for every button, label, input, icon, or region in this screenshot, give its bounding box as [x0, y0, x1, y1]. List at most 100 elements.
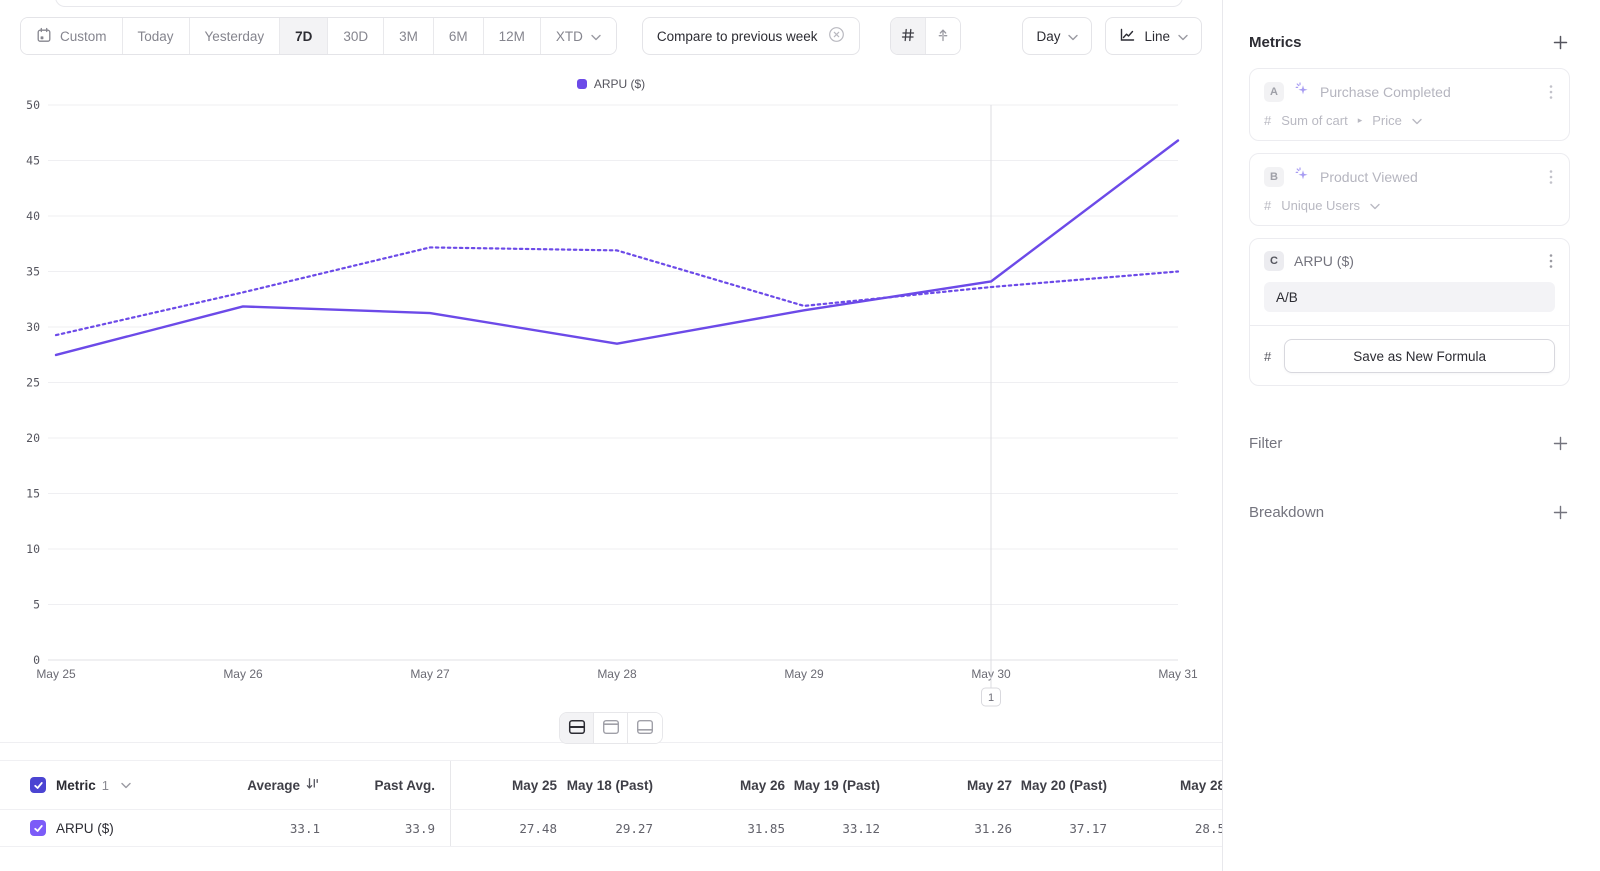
grid-toggle-button[interactable] — [890, 18, 926, 54]
granularity-dropdown[interactable]: Day — [1022, 17, 1093, 55]
chart-plot-area[interactable]: 0 5 10 15 20 25 30 35 40 45 50 May 25 May 26 May 27 Ma… — [0, 56, 1222, 762]
series-dotted — [54, 246, 1180, 337]
column-header[interactable]: May 27 — [966, 777, 1012, 793]
results-table: Metric 1 Average Past Avg. May 25 May 18 (P… — [0, 760, 1222, 847]
date-range-7d[interactable]: 7D — [280, 18, 329, 54]
chevron-down-icon — [1412, 113, 1422, 128]
table-row[interactable]: ARPU ($) 33.1 33.9 27.48 29.27 31.85 33.12 31.… — [0, 809, 1222, 847]
spark-icon — [1294, 166, 1310, 187]
metric-card-header: B Product Viewed — [1264, 166, 1555, 187]
annotation-badge[interactable]: 1 — [981, 687, 1001, 707]
column-header[interactable]: Past Avg. — [374, 777, 435, 793]
date-range-custom[interactable]: Custom — [21, 18, 123, 54]
bottom-panel-view-button[interactable] — [628, 713, 662, 743]
card-remnant — [55, 0, 1183, 7]
metric-card-title: Purchase Completed — [1320, 83, 1451, 100]
date-range-xtd[interactable]: XTD — [540, 18, 616, 54]
split-view-icon — [568, 719, 586, 738]
date-range-group: Custom Today Yesterday 7D 30D 3M 6M 12M XTD — [20, 17, 617, 55]
annotation-toggle-button[interactable] — [925, 18, 960, 54]
compare-chip[interactable]: Compare to previous week — [641, 17, 860, 55]
metric-card-c-title: ARPU ($) — [1294, 253, 1354, 269]
x-tick-label: May 27 — [410, 667, 450, 681]
config-sidebar: Metrics A Purchase Completed # Sum of cart ▸… — [1222, 0, 1600, 871]
y-tick-label: 20 — [26, 431, 40, 445]
filter-title: Filter — [1249, 435, 1283, 452]
metric-card-header: A Purchase Completed — [1264, 81, 1555, 102]
sort-descending-icon[interactable] — [305, 776, 320, 794]
chart-type-dropdown[interactable]: Line — [1105, 17, 1202, 55]
date-range-12m[interactable]: 12M — [483, 18, 541, 54]
kebab-icon[interactable] — [1547, 84, 1555, 100]
y-tick-label: 25 — [26, 376, 40, 390]
chart-toolbar: Custom Today Yesterday 7D 30D 3M 6M 12M XTD Comp… — [20, 17, 1202, 55]
column-header[interactable]: May 19 (Past) — [793, 777, 880, 793]
add-filter-button[interactable] — [1551, 434, 1570, 453]
date-range-30d[interactable]: 30D — [328, 18, 385, 54]
x-tick-label: May 25 — [36, 667, 76, 681]
metric-card-b[interactable]: B Product Viewed # Unique Users — [1249, 153, 1570, 226]
formula-input[interactable]: A/B — [1264, 282, 1555, 312]
x-tick-label: May 28 — [597, 667, 637, 681]
date-range-3m[interactable]: 3M — [384, 18, 434, 54]
card-divider — [1250, 325, 1569, 326]
column-header[interactable]: May 28 — [1179, 777, 1222, 793]
metric-card-c[interactable]: C ARPU ($) A/B # Save as New Formula — [1249, 238, 1570, 386]
select-all-checkbox[interactable] — [30, 777, 46, 793]
compare-chip-label: Compare to previous week — [656, 28, 818, 44]
add-metric-button[interactable] — [1551, 33, 1570, 52]
spark-icon — [1294, 81, 1310, 102]
metric-card-c-header: C ARPU ($) — [1264, 251, 1555, 271]
top-panel-view-button[interactable] — [594, 713, 628, 743]
measure-row[interactable]: # Sum of cart ▸ Price — [1264, 113, 1555, 128]
main-panel: Custom Today Yesterday 7D 30D 3M 6M 12M XTD Comp… — [0, 0, 1222, 847]
kebab-icon[interactable] — [1547, 253, 1555, 269]
calendar-icon — [36, 27, 52, 46]
metric-badge-a: A — [1264, 81, 1284, 102]
date-range-today[interactable]: Today — [122, 18, 190, 54]
row-metric-cell: ARPU ($) — [0, 820, 210, 836]
breadcrumb-arrow-icon: ▸ — [1357, 115, 1363, 125]
split-view-button[interactable] — [560, 713, 594, 743]
table-cell: 31.26 — [974, 820, 1012, 836]
measure-type-icon: # — [1264, 348, 1272, 364]
grid-icon — [900, 27, 916, 46]
bottom-panel-view-icon — [636, 719, 654, 738]
column-header[interactable]: May 20 (Past) — [1020, 777, 1107, 793]
metric-header-cell: Metric 1 — [0, 777, 210, 793]
add-breakdown-button[interactable] — [1551, 503, 1570, 522]
column-header[interactable]: Average — [210, 776, 320, 794]
overlay-toggle-group — [889, 17, 961, 55]
formula-actions-row: # Save as New Formula — [1264, 339, 1555, 373]
table-cell: 33.9 — [404, 820, 435, 836]
column-header[interactable]: May 26 — [739, 777, 785, 793]
metric-card-a[interactable]: A Purchase Completed # Sum of cart ▸ Price — [1249, 68, 1570, 141]
layout-view-toggle — [559, 712, 663, 744]
column-header[interactable]: May 18 (Past) — [566, 777, 653, 793]
measure-type-icon: # — [1264, 113, 1272, 128]
y-tick-label: 50 — [26, 98, 40, 112]
table-cell: 27.48 — [519, 820, 557, 836]
top-panel-view-icon — [602, 719, 620, 738]
x-circle-icon[interactable] — [828, 26, 845, 46]
save-as-new-formula-button[interactable]: Save as New Formula — [1284, 339, 1555, 373]
y-tick-label: 35 — [26, 265, 40, 279]
metric-card-list: A Purchase Completed # Sum of cart ▸ Price B Pr… — [1249, 68, 1570, 226]
column-header[interactable]: May 25 — [511, 777, 557, 793]
metric-header-label: Metric — [56, 777, 96, 793]
y-tick-label: 40 — [26, 209, 40, 223]
table-cell: 33.12 — [842, 820, 880, 836]
metric-header-dropdown[interactable] — [119, 780, 133, 791]
row-checkbox[interactable] — [30, 820, 46, 836]
chart-legend: ARPU ($) — [0, 77, 1222, 91]
measure-row[interactable]: # Unique Users — [1264, 198, 1555, 213]
y-tick-label: 10 — [26, 542, 40, 556]
date-range-yesterday[interactable]: Yesterday — [189, 18, 281, 54]
chart-type-label: Line — [1144, 28, 1170, 44]
kebab-icon[interactable] — [1547, 169, 1555, 185]
date-range-6m[interactable]: 6M — [433, 18, 484, 54]
table-cell: 29.27 — [615, 820, 653, 836]
y-tick-label: 15 — [26, 487, 40, 501]
breakdown-title: Breakdown — [1249, 504, 1325, 521]
